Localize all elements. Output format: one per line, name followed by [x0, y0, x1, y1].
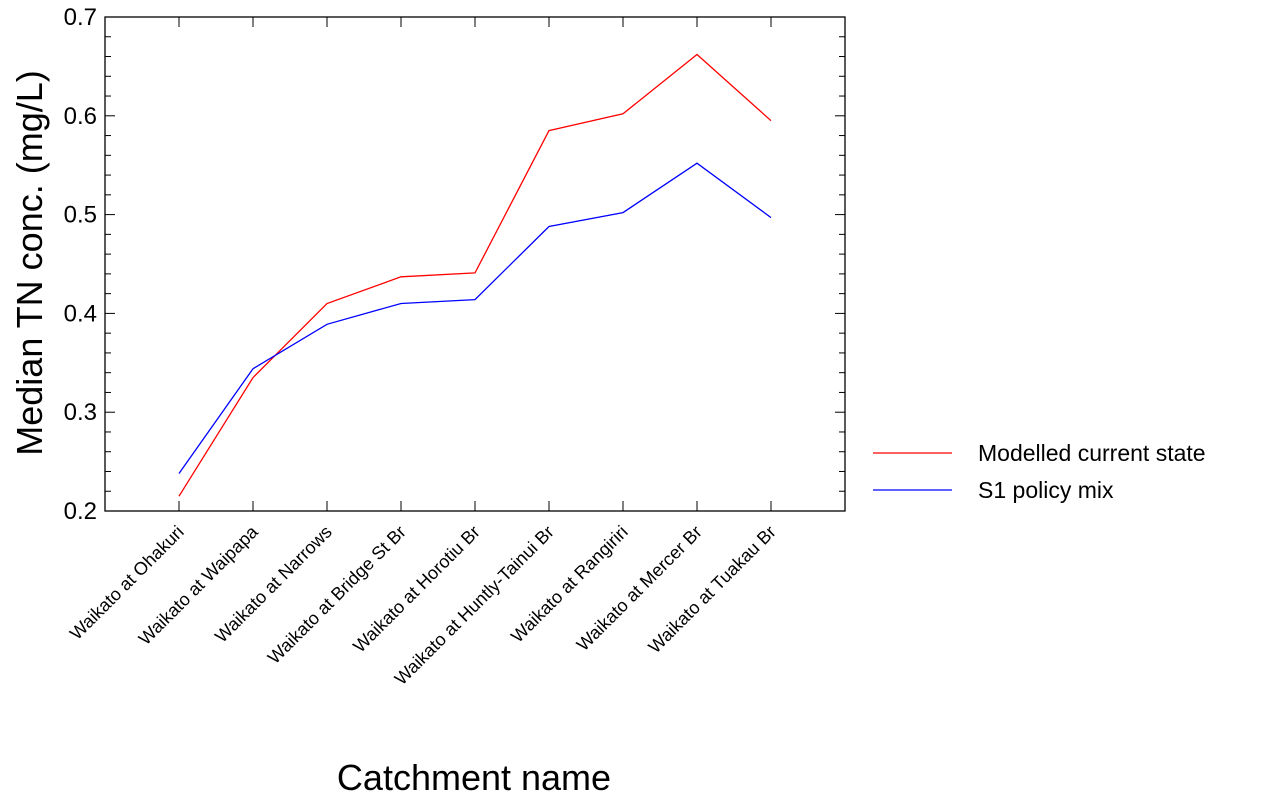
x-tick-label: Waikato at Bridge St Br: [264, 522, 410, 668]
x-tick-label: Waikato at Mercer Br: [573, 522, 706, 655]
legend-label: Modelled current state: [978, 440, 1206, 466]
y-tick-label: 0.5: [64, 202, 97, 229]
x-axis-title: Catchment name: [337, 757, 611, 798]
y-tick-label: 0.7: [64, 4, 97, 31]
y-tick-label: 0.2: [64, 498, 97, 525]
y-tick-label: 0.4: [64, 300, 97, 327]
y-tick-label: 0.3: [64, 399, 97, 426]
legend-label: S1 policy mix: [978, 477, 1114, 503]
series-line: [178, 162, 772, 474]
series-line: [178, 53, 772, 497]
x-tick-label: Waikato at Tuakau Br: [644, 522, 779, 657]
y-axis-title: Median TN conc. (mg/L): [9, 70, 50, 455]
x-tick-label: Waikato at Horotiu Br: [349, 522, 484, 657]
y-tick-label: 0.6: [64, 103, 97, 130]
